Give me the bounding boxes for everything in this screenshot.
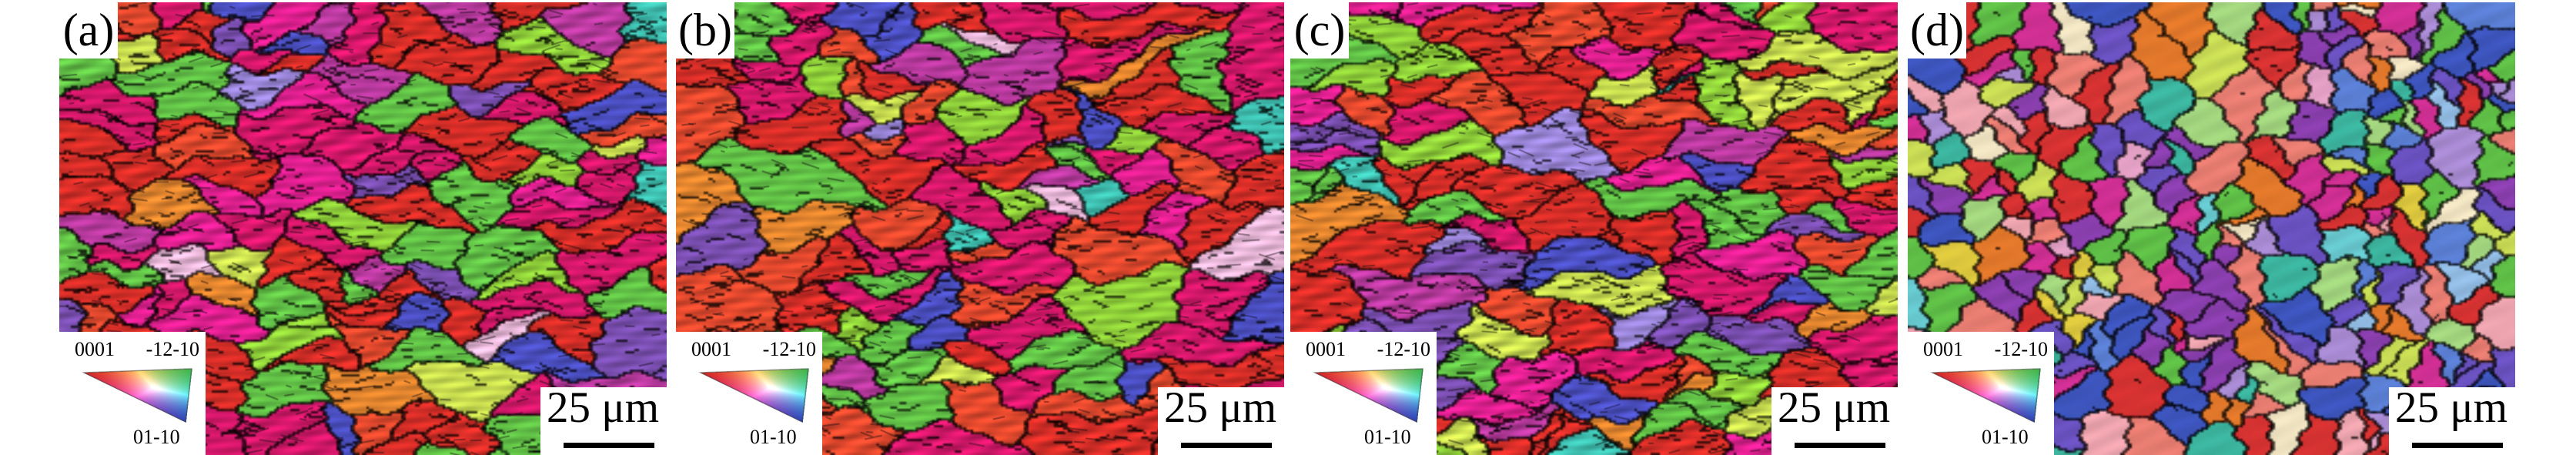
- scale-bar-a: 25 μm: [540, 383, 667, 455]
- panel-c: (c) 0001 -12-10 01-10 25 μm: [1290, 2, 1898, 455]
- scale-bar-label: 25 μm: [1778, 383, 1891, 432]
- scale-bar-label: 25 μm: [1164, 383, 1277, 432]
- pole-label--12-10: -12-10: [146, 338, 199, 360]
- scale-bar-line: [1181, 443, 1272, 448]
- ipf-color-key-c: 0001 -12-10 01-10: [1290, 332, 1437, 455]
- pole-label-01-10: 01-10: [1982, 426, 2029, 448]
- ipf-triangle-icon: [1310, 366, 1427, 426]
- scale-bar-line: [564, 443, 654, 448]
- scale-bar-line: [1795, 443, 1885, 448]
- pole-label-0001: 0001: [1306, 338, 1346, 360]
- panel-label-c: (c): [1290, 2, 1349, 59]
- ipf-color-key-d: 0001 -12-10 01-10: [1908, 332, 2054, 455]
- pole-label-01-10: 01-10: [750, 426, 797, 448]
- panel-label-a: (a): [59, 2, 118, 59]
- ipf-triangle-icon: [1928, 366, 2045, 426]
- pole-label-01-10: 01-10: [133, 426, 180, 448]
- pole-label-0001: 0001: [75, 338, 115, 360]
- pole-label-0001: 0001: [691, 338, 731, 360]
- ipf-triangle-icon: [696, 366, 813, 426]
- ipf-color-key-a: 0001 -12-10 01-10: [59, 332, 206, 455]
- pole-label--12-10: -12-10: [1994, 338, 2048, 360]
- panel-b: (b) 0001 -12-10 01-10 25 μm: [676, 2, 1284, 455]
- panel-label-d: (d): [1908, 2, 1966, 59]
- panel-a: (a) 0001 -12-10 01-10 25 μm: [59, 2, 667, 455]
- ipf-triangle-icon: [79, 366, 196, 426]
- scale-bar-line: [2412, 443, 2503, 448]
- scale-bar-d: 25 μm: [2389, 383, 2515, 455]
- scale-bar-b: 25 μm: [1158, 383, 1284, 455]
- pole-label--12-10: -12-10: [762, 338, 816, 360]
- scale-bar-label: 25 μm: [547, 383, 660, 432]
- pole-label-0001: 0001: [1923, 338, 1963, 360]
- pole-label--12-10: -12-10: [1377, 338, 1430, 360]
- panel-label-b: (b): [676, 2, 734, 59]
- scale-bar-c: 25 μm: [1771, 383, 1898, 455]
- ipf-color-key-b: 0001 -12-10 01-10: [676, 332, 822, 455]
- panel-d: (d) 0001 -12-10 01-10 25 μm: [1908, 2, 2515, 455]
- pole-label-01-10: 01-10: [1364, 426, 1411, 448]
- scale-bar-label: 25 μm: [2395, 383, 2508, 432]
